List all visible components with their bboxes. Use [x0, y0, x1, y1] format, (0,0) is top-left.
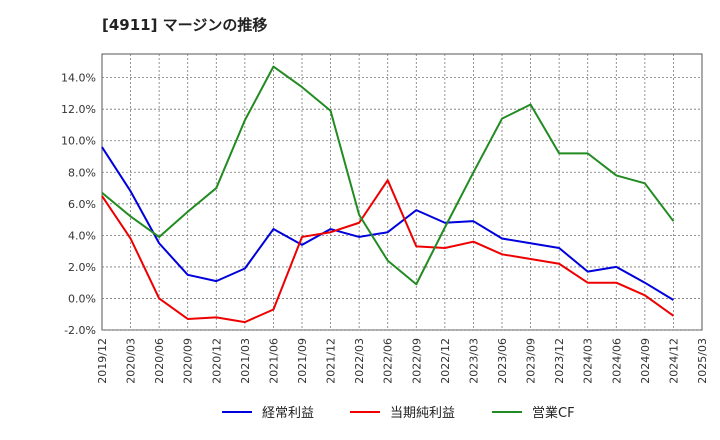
x-tick-label: 2020/09	[182, 338, 195, 384]
x-tick-label: 2020/06	[153, 338, 166, 384]
x-tick-label: 2019/12	[96, 338, 109, 384]
x-tick-label: 2021/06	[267, 338, 280, 384]
y-tick-label: 2.0%	[68, 261, 96, 274]
x-tick-label: 2022/03	[353, 338, 366, 384]
x-tick-label: 2024/09	[639, 338, 652, 384]
x-tick-label: 2023/12	[553, 338, 566, 384]
x-tick-label: 2022/06	[382, 338, 395, 384]
y-tick-label: 8.0%	[68, 166, 96, 179]
x-tick-label: 2022/12	[439, 338, 452, 384]
x-tick-label: 2024/03	[582, 338, 595, 384]
x-tick-label: 2020/12	[210, 338, 223, 384]
plot-area-frame	[101, 53, 703, 331]
x-axis-ticks: 2019/12 2020/03 2020/06 2020/09 2020/12 2021/…	[96, 338, 709, 384]
legend-label: 営業CF	[532, 405, 575, 421]
y-axis-ticks: 14.0% 12.0% 10.0% 8.0% 6.0% 4.0% 2.0% 0.0% -2.0%	[61, 72, 96, 337]
y-tick-label: 10.0%	[61, 135, 96, 148]
y-tick-label: 14.0%	[61, 72, 96, 85]
x-tick-label: 2024/12	[667, 338, 680, 384]
x-tick-label: 2025/03	[696, 338, 709, 384]
x-tick-label: 2021/12	[325, 338, 338, 384]
series-lines	[101, 65, 675, 324]
series-line-2	[101, 65, 675, 286]
series-line-0	[101, 146, 674, 301]
y-tick-label: -2.0%	[64, 324, 96, 337]
x-tick-label: 2023/06	[496, 338, 509, 384]
y-tick-label: 0.0%	[68, 292, 96, 305]
x-tick-label: 2020/03	[125, 338, 138, 384]
x-tick-label: 2024/06	[610, 338, 623, 384]
x-tick-label: 2023/03	[467, 338, 480, 384]
legend-label: 当期純利益	[390, 406, 455, 421]
series-line-1	[101, 179, 675, 324]
x-tick-label: 2021/09	[296, 338, 309, 384]
y-tick-label: 4.0%	[68, 229, 96, 242]
y-tick-label: 12.0%	[61, 103, 96, 116]
chart-title: [4911] マージンの推移	[102, 16, 268, 34]
y-tick-label: 6.0%	[68, 198, 96, 211]
x-tick-label: 2021/03	[239, 338, 252, 384]
x-tick-label: 2023/09	[525, 338, 538, 384]
x-tick-label: 2022/09	[410, 338, 423, 384]
legend-label: 経常利益	[262, 406, 314, 421]
legend: 経常利益 当期純利益 営業CF	[222, 405, 575, 421]
